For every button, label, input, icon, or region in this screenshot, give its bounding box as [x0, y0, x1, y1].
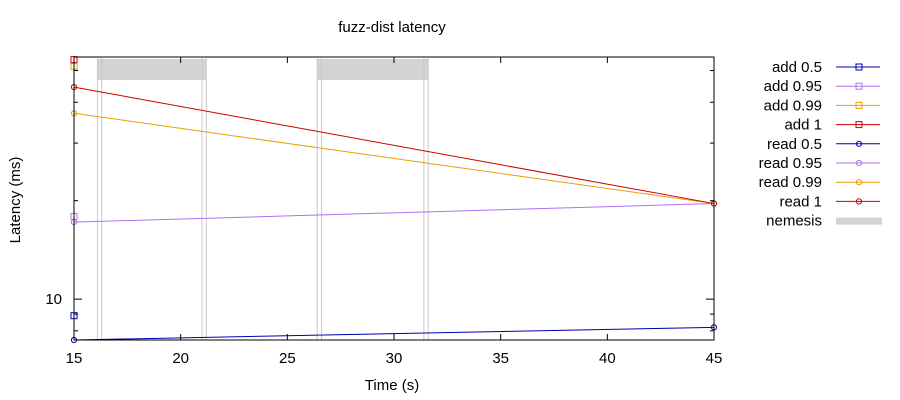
series-layer	[70, 56, 718, 344]
legend-label: nemesis	[766, 213, 822, 230]
series-read-0-95	[70, 200, 718, 226]
series-line	[73, 112, 715, 205]
series-line	[73, 86, 715, 205]
legend-label: read 0.95	[759, 155, 822, 172]
series-read-1	[70, 83, 718, 207]
y-tick-label: 10	[45, 291, 62, 308]
x-tick-label: 30	[386, 350, 403, 367]
legend-entry: add 1	[784, 117, 880, 134]
nemesis-band	[317, 59, 429, 80]
legend-swatch-marker	[855, 159, 863, 167]
legend-entry-nemesis: nemesis	[766, 213, 882, 230]
legend-entry: read 0.5	[767, 136, 880, 153]
legend-swatch-marker	[855, 101, 863, 109]
x-tick-label: 20	[172, 350, 189, 367]
legend-swatch-marker	[855, 82, 863, 90]
x-tick-label: 15	[66, 350, 83, 367]
legend-swatch-band	[836, 217, 882, 225]
legend-label: read 0.5	[767, 136, 822, 153]
nemesis-band	[97, 59, 207, 80]
legend-label: add 0.95	[764, 78, 822, 95]
x-tick-label: 25	[279, 350, 296, 367]
legend-label: read 0.99	[759, 174, 822, 191]
x-axis-label: Time (s)	[365, 377, 419, 394]
legend-swatch-marker	[855, 198, 863, 205]
series-read-0-99	[70, 110, 718, 207]
legend-label: add 0.99	[764, 97, 822, 114]
legend-entry: read 0.99	[759, 174, 880, 191]
y-axis-label: Latency (ms)	[7, 157, 24, 244]
x-tick-label: 45	[706, 350, 723, 367]
legend-entry: add 0.5	[772, 59, 880, 76]
legend-entry: add 0.95	[764, 78, 880, 95]
x-tick-label: 40	[599, 350, 616, 367]
legend-swatch-marker	[855, 179, 863, 186]
plot-frame	[73, 56, 715, 341]
series-line	[73, 203, 715, 223]
ticks-layer: 15 20 25 30 35 40 45 10	[45, 57, 722, 367]
legend-swatch-marker	[855, 121, 863, 129]
legend-entry: read 1	[779, 193, 880, 210]
chart-title: fuzz-dist latency	[338, 19, 446, 36]
legend: add 0.5 add 0.95 add 0.99 add 1 read 0.5 read…	[759, 59, 882, 230]
legend-label: read 1	[779, 193, 822, 210]
nemesis-layer	[96, 58, 429, 340]
legend-swatch-marker	[855, 140, 863, 147]
legend-label: add 0.5	[772, 59, 822, 76]
legend-entry: add 0.99	[764, 97, 880, 114]
x-tick-label: 35	[492, 350, 509, 367]
legend-swatch-marker	[855, 63, 863, 71]
legend-label: add 1	[784, 117, 822, 134]
legend-entry: read 0.95	[759, 155, 880, 172]
